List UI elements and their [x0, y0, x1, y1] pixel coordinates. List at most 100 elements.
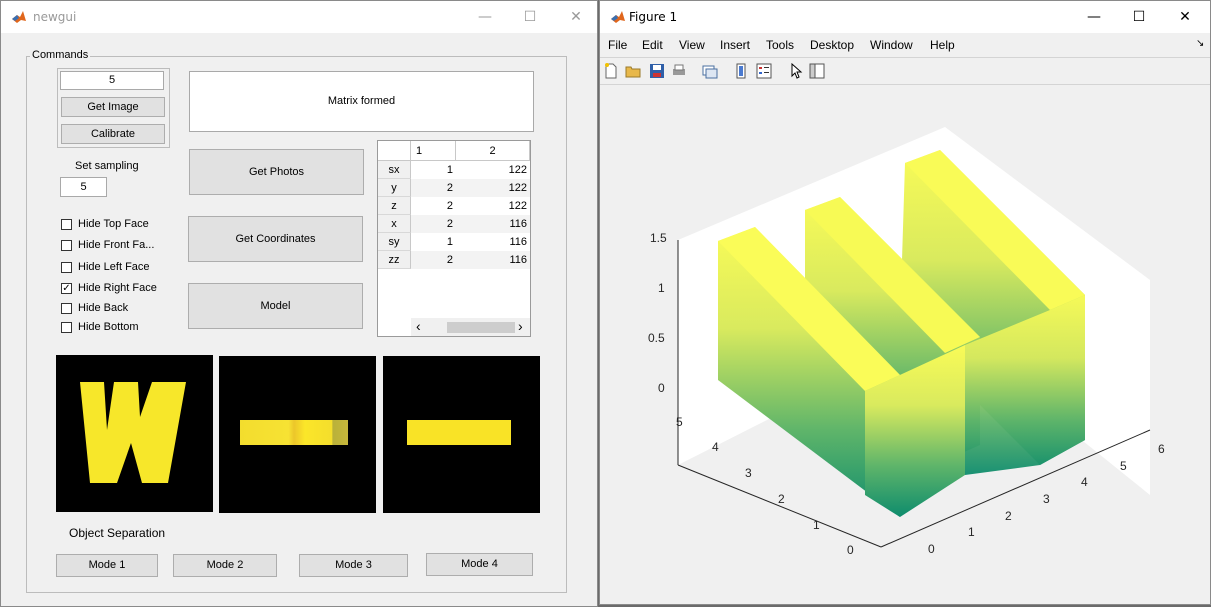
checkbox-box[interactable] — [61, 322, 72, 333]
row-header: y — [378, 179, 411, 197]
toolbar-divider — [600, 84, 1210, 85]
side-view-bar-image — [407, 420, 511, 445]
y-tick-label: 3 — [745, 466, 752, 480]
table-cell[interactable]: 1 — [411, 233, 456, 251]
matlab-icon — [12, 11, 26, 23]
checkbox-label: Hide Front Fa... — [78, 239, 155, 251]
checkbox-box[interactable] — [61, 262, 72, 273]
y-axis-ticks: 5 4 3 2 1 0 — [676, 415, 854, 557]
maximize-icon[interactable]: ☐ — [1132, 9, 1146, 25]
x-tick-label: 3 — [1043, 492, 1050, 506]
surface-right-face — [965, 295, 1085, 475]
side-view-image — [383, 356, 540, 513]
sampling-input[interactable]: 5 — [60, 177, 107, 197]
mode-1-button[interactable]: Mode 1 — [56, 554, 158, 577]
menu-file[interactable]: File — [608, 38, 628, 52]
insert-legend-icon[interactable] — [756, 63, 772, 79]
open-folder-icon[interactable] — [625, 63, 641, 79]
x-tick-label: 1 — [968, 525, 975, 539]
menu-view[interactable]: View — [679, 38, 705, 52]
commands-panel — [26, 56, 567, 593]
z-tick-label: 0.5 — [648, 331, 665, 345]
y-tick-label: 5 — [676, 415, 683, 429]
scroll-thumb[interactable] — [447, 322, 515, 333]
column-header: 2 — [456, 141, 530, 161]
new-file-icon[interactable] — [603, 63, 619, 79]
checkbox-box[interactable] — [61, 303, 72, 314]
menu-edit[interactable]: Edit — [642, 38, 663, 52]
property-inspector-icon[interactable] — [809, 63, 825, 79]
mode-3-button[interactable]: Mode 3 — [299, 554, 408, 577]
table-cell[interactable]: 122 — [456, 197, 530, 215]
status-text: Matrix formed — [189, 71, 534, 132]
calibrate-button[interactable]: Calibrate — [61, 124, 165, 144]
minimize-icon[interactable]: — — [1087, 9, 1101, 25]
menu-window[interactable]: Window — [870, 38, 913, 52]
surface-plot[interactable]: 1.5 1 0.5 0 5 4 3 2 1 0 0 1 2 3 4 5 6 — [600, 85, 1210, 605]
scroll-right-icon[interactable]: › — [518, 318, 523, 334]
link-plot-icon[interactable] — [702, 63, 718, 79]
table-cell[interactable]: 122 — [456, 179, 530, 197]
x-tick-label: 2 — [1005, 509, 1012, 523]
menu-desktop[interactable]: Desktop — [810, 38, 855, 52]
coordinates-table[interactable]: 1 2 sx 1 122 y 2 122 z 2 122 x 2 116 sy 1 116 zz 2 116 ‹ … — [377, 140, 531, 337]
minimize-icon[interactable]: — — [478, 9, 492, 25]
window-title: newgui — [33, 10, 77, 24]
table-cell[interactable]: 122 — [456, 161, 530, 179]
checkbox-label: Hide Right Face — [78, 282, 157, 294]
checkmark-icon[interactable]: ✓ — [61, 283, 72, 294]
z-tick-label: 1 — [658, 281, 665, 295]
table-cell[interactable]: 116 — [456, 251, 530, 269]
checkbox-box[interactable] — [61, 219, 72, 230]
mode-2-button[interactable]: Mode 2 — [173, 554, 277, 577]
image-group-box — [57, 68, 170, 148]
get-image-button[interactable]: Get Image — [61, 97, 165, 117]
row-header: sy — [378, 233, 411, 251]
object-separation-label: Object Separation — [69, 526, 166, 540]
surface-middle-top — [805, 197, 980, 353]
model-button[interactable]: Model — [188, 283, 363, 329]
row-header: zz — [378, 251, 411, 269]
x-tick-label: 6 — [1158, 442, 1165, 456]
menu-insert[interactable]: Insert — [720, 38, 751, 52]
maximize-icon[interactable]: ☐ — [523, 9, 537, 25]
pointer-icon[interactable] — [788, 63, 804, 79]
x-tick-label: 4 — [1081, 475, 1088, 489]
sampling-label: Set sampling — [75, 160, 139, 172]
menu-divider — [600, 57, 1210, 58]
horizontal-scrollbar[interactable]: ‹ › — [411, 318, 530, 336]
table-cell[interactable]: 2 — [411, 197, 456, 215]
get-photos-button[interactable]: Get Photos — [189, 149, 364, 195]
table-cell[interactable]: 116 — [456, 215, 530, 233]
matlab-icon — [611, 11, 625, 23]
menu-tools[interactable]: Tools — [766, 38, 795, 52]
column-header: 1 — [411, 141, 456, 161]
table-corner — [378, 141, 411, 161]
dock-arrow-icon[interactable]: ↘ — [1196, 38, 1205, 49]
menu-help[interactable]: Help — [930, 38, 955, 52]
x-tick-label: 5 — [1120, 459, 1127, 473]
close-icon[interactable]: ✕ — [1179, 9, 1191, 25]
print-icon[interactable] — [671, 63, 687, 79]
row-header: sx — [378, 161, 411, 179]
insert-colorbar-icon[interactable] — [733, 63, 749, 79]
z-tick-label: 1.5 — [650, 231, 667, 245]
close-icon[interactable]: ✕ — [570, 9, 582, 25]
title-bar: newgui — ☐ ✕ — [1, 1, 597, 33]
scroll-left-icon[interactable]: ‹ — [416, 318, 421, 334]
image-count-input[interactable]: 5 — [60, 71, 164, 90]
top-view-bar-image — [240, 420, 348, 445]
table-cell[interactable]: 2 — [411, 215, 456, 233]
checkbox-label: Hide Bottom — [78, 321, 139, 333]
table-cell[interactable]: 2 — [411, 251, 456, 269]
get-coordinates-button[interactable]: Get Coordinates — [188, 216, 363, 262]
mode-4-button[interactable]: Mode 4 — [426, 553, 533, 576]
table-cell[interactable]: 1 — [411, 161, 456, 179]
table-cell[interactable]: 116 — [456, 233, 530, 251]
top-view-image — [219, 356, 376, 513]
checkbox-box[interactable] — [61, 240, 72, 251]
table-cell[interactable]: 2 — [411, 179, 456, 197]
figure-title-bar: Figure 1 — ☐ ✕ — [600, 1, 1210, 33]
surface-front-top — [718, 227, 900, 391]
save-icon[interactable] — [649, 63, 665, 79]
